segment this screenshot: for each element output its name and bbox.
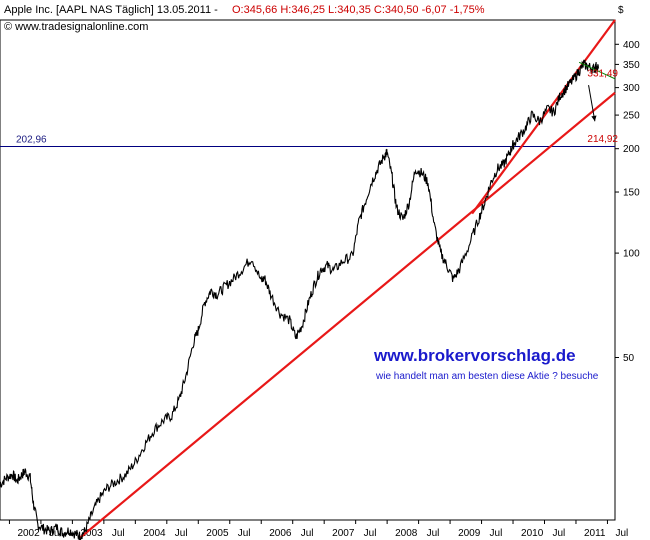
x-tick-label: 2004 [143,528,166,539]
x-tick-label: Jul [615,528,628,539]
x-tick-label: 2009 [458,528,481,539]
y-tick-label: 400 [623,40,640,51]
projection-arrow-head [591,115,597,122]
y-axis-unit: $ [618,5,624,16]
chart-header-instrument: Apple Inc. [AAPL NAS Täglich] 13.05.2011… [4,4,218,16]
x-tick-label: Jul [49,528,62,539]
projection-label: 331,49 [587,69,618,80]
watermark-url: www.brokervorschlag.de [373,346,576,365]
trend-line [471,19,616,215]
x-tick-label: 2005 [206,528,229,539]
x-tick-label: 2008 [395,528,418,539]
x-axis: 2002 Jul 2003 Jul 2004 Jul 2005 Jul 2006 Jul 2007 J… [8,520,628,539]
x-tick-label: 2007 [332,528,355,539]
trend-line [79,91,616,539]
watermark-tagline: wie handelt man am besten diese Aktie ? … [375,371,599,382]
y-tick-label: 150 [623,188,640,199]
x-tick-label: 2011 [584,528,606,539]
plot-area: 202,96 331,49 214,92 [0,19,618,540]
price-series-line [0,59,600,540]
x-tick-label: Jul [238,528,251,539]
y-tick-label: 350 [623,60,640,71]
chart-header-quote: O:345,66 H:346,25 L:340,35 C:340,50 -6,0… [232,4,485,16]
x-tick-label: 2010 [521,528,544,539]
plot-frame [0,19,616,521]
x-tick-label: Jul [427,528,440,539]
y-tick-label: 250 [623,111,640,122]
y-tick-label: 200 [623,144,640,155]
y-tick-label: 100 [623,249,640,260]
x-tick-label: Jul [175,528,188,539]
downtrend-line [578,61,616,80]
x-tick-label: 2003 [80,528,103,539]
x-tick-label: Jul [301,528,314,539]
y-tick-label: 300 [623,83,640,94]
resistance-line-label: 202,96 [16,134,47,145]
x-tick-label: Jul [552,528,565,539]
x-tick-label: Jul [112,528,125,539]
projection-arrow [588,85,596,122]
x-tick-label: 2002 [17,528,40,539]
x-tick-label: 2006 [269,528,292,539]
chart-source: © www.tradesignalonline.com [4,21,148,33]
y-axis: 400 350 300 250 200 150 100 50 [615,40,640,364]
x-tick-label: Jul [490,528,503,539]
projection-label: 214,92 [587,134,618,145]
x-tick-label: Jul [364,528,377,539]
y-tick-label: 50 [623,353,635,364]
